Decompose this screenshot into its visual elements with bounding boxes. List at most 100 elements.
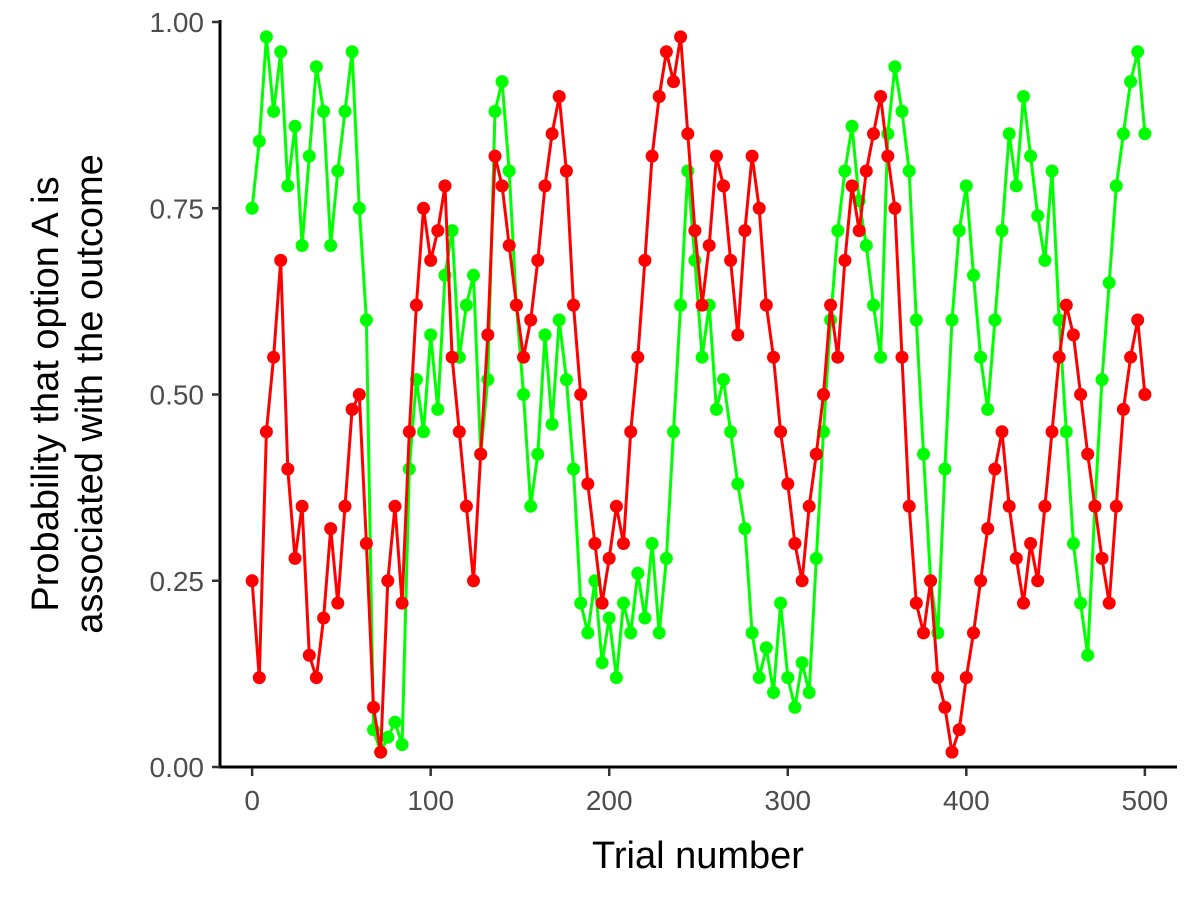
series-2-point	[352, 388, 366, 401]
series-2-point	[467, 574, 480, 588]
series-2-point	[952, 723, 966, 737]
series-1-point	[595, 656, 609, 670]
series-1-point	[495, 75, 509, 89]
series-2-point	[1059, 298, 1073, 312]
series-1-point	[531, 447, 545, 461]
series-1-point	[917, 447, 930, 461]
series-2-point	[567, 298, 580, 312]
series-1-point	[1031, 209, 1045, 223]
series-2-point	[595, 596, 609, 610]
series-1-point	[809, 551, 823, 565]
series-1-point	[1009, 179, 1023, 193]
series-1-point	[1074, 596, 1088, 610]
series-2-point	[481, 328, 495, 342]
series-2-point	[459, 499, 473, 513]
series-2-point	[574, 388, 588, 401]
series-1-point	[781, 671, 795, 685]
series-2-point	[331, 596, 345, 610]
series-2-point	[681, 127, 695, 141]
series-2-point	[617, 537, 630, 550]
series-1-point	[674, 298, 688, 312]
series-2-point	[502, 239, 516, 252]
series-2-point	[688, 224, 702, 238]
series-1-point	[952, 224, 966, 238]
series-1-point	[309, 60, 323, 74]
series-1-point	[259, 30, 273, 44]
series-2-point	[752, 201, 766, 215]
series-2-point	[531, 253, 545, 267]
series-2-point	[902, 499, 916, 513]
series-1-point	[609, 671, 623, 685]
series-1-point	[524, 499, 538, 513]
series-2-point	[1109, 499, 1123, 513]
series-1-point	[667, 425, 680, 439]
series-1-point	[1095, 373, 1109, 387]
series-1-point	[638, 611, 652, 625]
series-2-point	[945, 745, 959, 759]
series-2-point	[652, 90, 666, 103]
series-2-point	[445, 350, 459, 364]
x-tick-label: 400	[943, 785, 990, 816]
series-2-point	[274, 253, 288, 267]
series-1-point	[888, 60, 902, 74]
series-2-point	[345, 402, 359, 416]
series-1-point	[981, 402, 995, 416]
series-1-point	[738, 522, 752, 536]
series-1-point	[788, 700, 802, 714]
series-2-point	[631, 350, 645, 364]
series-2-point	[1045, 425, 1059, 439]
series-1-point	[1038, 253, 1052, 267]
series-1-point	[445, 224, 459, 238]
series-1-point	[945, 313, 959, 327]
series-1-point	[288, 119, 302, 133]
series-1-point	[795, 656, 809, 670]
series-2-point	[874, 90, 888, 103]
series-2-point	[931, 671, 945, 685]
series-2-point	[1088, 499, 1102, 513]
series-1-point	[417, 425, 430, 439]
series-1-point	[431, 402, 445, 416]
series-2-point	[1116, 402, 1130, 416]
series-1-point	[845, 119, 859, 133]
series-2-point	[767, 350, 780, 364]
series-layer	[245, 30, 1152, 759]
series-2-point	[388, 499, 402, 513]
series-2-point	[988, 462, 1002, 476]
series-2-point	[1031, 574, 1045, 588]
series-2-point	[552, 90, 566, 103]
series-2-point	[538, 179, 552, 193]
series-1-point	[759, 641, 773, 655]
series-2-point	[795, 574, 809, 588]
series-1-point	[559, 373, 573, 387]
series-2-point	[709, 149, 723, 163]
series-1-point	[574, 596, 588, 610]
series-1-point	[752, 671, 766, 685]
series-2-point	[759, 298, 773, 312]
series-2-point	[438, 179, 452, 193]
y-tick-label: 1.00	[150, 7, 205, 38]
y-tick-label: 0.25	[150, 566, 205, 597]
series-2-point	[317, 611, 331, 625]
series-2-point	[638, 253, 652, 267]
series-2-point	[938, 700, 952, 714]
series-1-point	[938, 462, 952, 476]
series-1-point	[395, 738, 409, 752]
series-2-point	[495, 179, 509, 193]
x-tick-label: 200	[586, 785, 633, 816]
series-1-point	[459, 298, 473, 312]
series-2-point	[524, 313, 538, 327]
series-1-point	[724, 425, 738, 439]
series-1-point	[295, 239, 309, 252]
series-1-point	[424, 328, 438, 342]
series-1-point	[538, 328, 552, 342]
series-2-point	[374, 745, 388, 759]
y-tick-label: 0.50	[150, 380, 205, 411]
series-2-point	[702, 239, 716, 252]
series-2-point	[602, 551, 616, 565]
y-axis-title-line-2: associated with the outcome	[69, 154, 111, 634]
series-1-point	[774, 596, 788, 610]
series-2-point	[1095, 551, 1109, 565]
series-2	[245, 30, 1152, 759]
x-axis-title: Trial number	[592, 835, 804, 877]
